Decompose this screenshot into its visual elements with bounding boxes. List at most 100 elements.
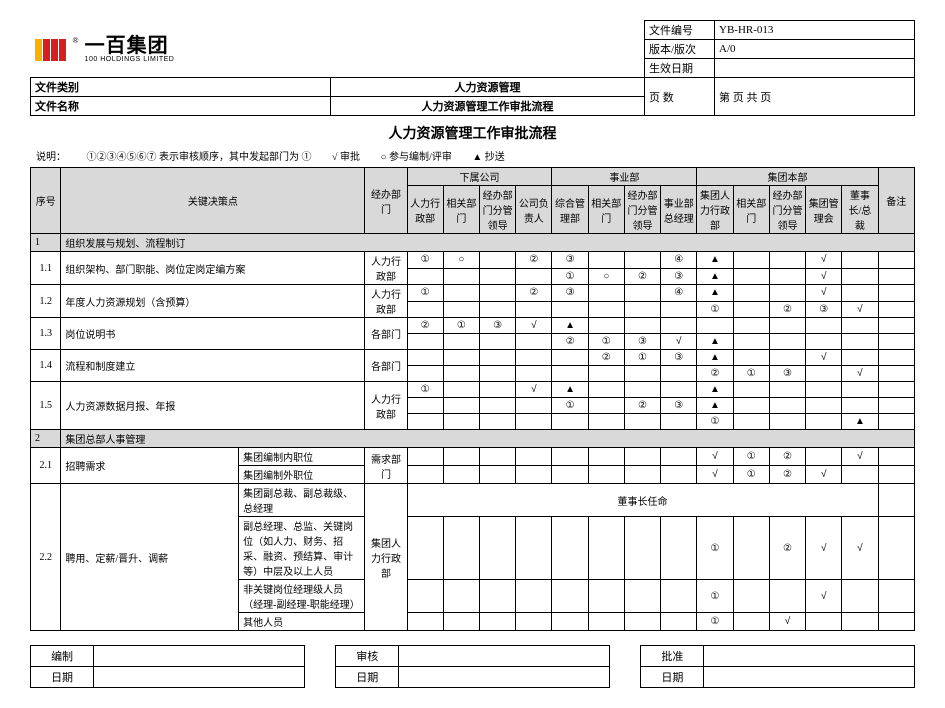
- cell: [588, 580, 624, 613]
- cell: [733, 301, 769, 318]
- cell: [443, 334, 479, 350]
- cell: √: [842, 366, 878, 382]
- ft-make-label: 编制: [31, 646, 94, 667]
- section-row: 1组织发展与规划、流程制订: [31, 234, 915, 252]
- ft-approve-label: 批准: [641, 646, 704, 667]
- remark-cell: [878, 301, 914, 318]
- cell: ①: [588, 334, 624, 350]
- ft-date3-val: [704, 667, 915, 688]
- cell: [842, 466, 878, 484]
- section-seq: 1: [31, 234, 61, 252]
- cell: [443, 517, 479, 580]
- cell: [479, 580, 515, 613]
- cell: [624, 466, 660, 484]
- cell: [588, 301, 624, 318]
- cell: ①: [697, 414, 733, 430]
- cell: [407, 334, 443, 350]
- cell: ①: [407, 382, 443, 398]
- hdr-c7: 经办部门分管领导: [624, 186, 660, 234]
- cell: ②: [769, 301, 805, 318]
- table-row: 2.2聘用、定薪/晋升、调薪集团副总裁、副总裁级、总经理集团人力行政部董事长任命: [31, 484, 915, 517]
- cell: [443, 398, 479, 414]
- cell: √: [806, 268, 842, 285]
- cell: [842, 268, 878, 285]
- logo-text-cn: 一百集团: [85, 36, 175, 56]
- cell: [624, 301, 660, 318]
- cell: [588, 285, 624, 302]
- row-seq: 1.1: [31, 252, 61, 285]
- cell: ①: [407, 285, 443, 302]
- cell: [479, 268, 515, 285]
- cell: [661, 517, 697, 580]
- meta-docno-label: 文件编号: [645, 21, 715, 40]
- cell: [479, 350, 515, 366]
- cell: [806, 398, 842, 414]
- cell: [806, 613, 842, 631]
- cell: [806, 414, 842, 430]
- cell: [443, 301, 479, 318]
- cell: [552, 301, 588, 318]
- meta-effective-label: 生效日期: [645, 59, 715, 78]
- cell: [661, 448, 697, 466]
- cell: [806, 318, 842, 334]
- cell: ②: [516, 252, 552, 269]
- cell: [624, 252, 660, 269]
- cell: [624, 414, 660, 430]
- remark-cell: [878, 613, 914, 631]
- cell: ②: [588, 350, 624, 366]
- cell: ③: [552, 285, 588, 302]
- row-dept: 人力行政部: [365, 252, 407, 285]
- banner-cell: 董事长任命: [407, 484, 878, 517]
- cell: [407, 350, 443, 366]
- remark-cell: [878, 414, 914, 430]
- cell: √: [842, 448, 878, 466]
- cell: ①: [552, 268, 588, 285]
- cell: [806, 334, 842, 350]
- row-label: 流程和制度建立: [61, 350, 365, 382]
- cell: [842, 285, 878, 302]
- cell: [516, 448, 552, 466]
- cell: [769, 414, 805, 430]
- cell: ②: [624, 268, 660, 285]
- cell: ③: [479, 318, 515, 334]
- row-seq: 1.4: [31, 350, 61, 382]
- cell: ①: [443, 318, 479, 334]
- cell: [443, 382, 479, 398]
- cell: [588, 466, 624, 484]
- footer-table: 编制 审核 批准 日期 日期 日期: [30, 645, 915, 688]
- cell: [624, 448, 660, 466]
- cell: ①: [733, 448, 769, 466]
- cell: [769, 285, 805, 302]
- row-label: 岗位说明书: [61, 318, 365, 350]
- row-seq: 1.3: [31, 318, 61, 350]
- cell: [443, 414, 479, 430]
- cell: ▲: [697, 398, 733, 414]
- cell: [407, 301, 443, 318]
- cell: [479, 301, 515, 318]
- cell: [624, 613, 660, 631]
- cell: ①: [697, 517, 733, 580]
- section-row: 2集团总部人事管理: [31, 430, 915, 448]
- hdr-c3: 经办部门分管领导: [479, 186, 515, 234]
- legend-note-text: ①②③④⑤⑥⑦ 表示审核顺序，其中发起部门为 ①: [87, 152, 312, 163]
- cell: [443, 366, 479, 382]
- cell: ④: [661, 285, 697, 302]
- logo-text-en: 100 HOLDINGS LIMITED: [85, 56, 175, 63]
- cell: [588, 318, 624, 334]
- cell: ▲: [697, 252, 733, 269]
- cell: ③: [552, 252, 588, 269]
- cell: [552, 466, 588, 484]
- table-row: 2.1招聘需求集团编制内职位需求部门√①②√: [31, 448, 915, 466]
- cell: [479, 252, 515, 269]
- cell: ②: [552, 334, 588, 350]
- cell: [407, 366, 443, 382]
- meta-version-label: 版本/版次: [645, 40, 715, 59]
- row-dept: 集团人力行政部: [365, 484, 407, 631]
- hdr-key: 关键决策点: [61, 168, 365, 234]
- cell: [407, 466, 443, 484]
- cell: ②: [407, 318, 443, 334]
- cell: [733, 398, 769, 414]
- cell: [552, 350, 588, 366]
- legend-row: 说明： ①②③④⑤⑥⑦ 表示审核顺序，其中发起部门为 ① √ 审批 ○ 参与编制…: [30, 146, 915, 167]
- cell: [733, 414, 769, 430]
